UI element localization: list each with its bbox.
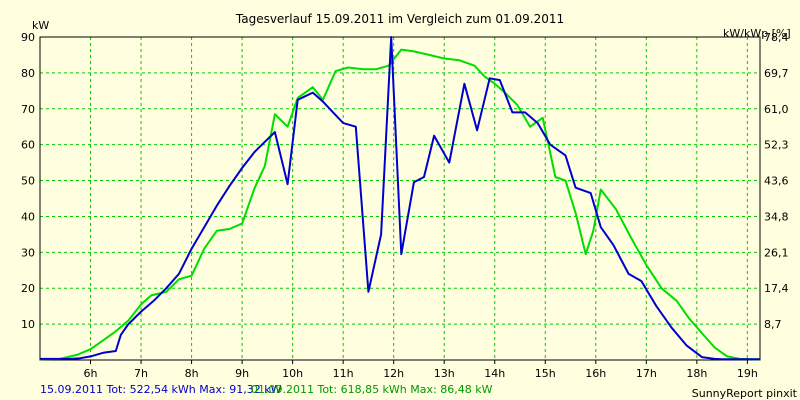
x-tick-label: 8h [185,367,199,380]
y-tick-label-right: 61,0 [764,103,789,116]
y-tick-label-right: 8,7 [764,318,782,331]
y-tick-label-left: 60 [21,139,35,152]
x-tick-label: 14h [484,367,505,380]
y-tick-label-left: 80 [21,67,35,80]
y-tick-label-left: 40 [21,210,35,223]
x-tick-label: 9h [235,367,249,380]
y-tick-label-right: 34,8 [764,210,789,223]
series-layer [39,36,760,361]
y-axis-left-label: kW [32,19,49,32]
x-tick-label: 7h [134,367,148,380]
y-tick-label-left: 70 [21,103,35,116]
y-tick-label-left: 50 [21,175,35,188]
series-line-1 [40,36,760,361]
y-tick-label-right: 17,4 [764,282,789,295]
plot-area [40,37,760,360]
x-tick-label: 11h [333,367,354,380]
x-tick-label: 15h [535,367,556,380]
series-line-2 [39,48,760,361]
y-tick-label-right: 43,6 [764,175,789,188]
y-tick-label-right: 26,1 [764,246,789,259]
y-axis-right-label: kW/kWp [%] [723,27,791,40]
y-tick-label-right: 78,4 [764,31,789,44]
y-tick-label-left: 90 [21,31,35,44]
y-tick-label-left: 30 [21,246,35,259]
footer-credit: SunnyReport pinxit [692,387,798,400]
legend-series-1: 15.09.2011 Tot: 522,54 kWh Max: 91,32 kW [40,383,282,396]
y-tick-label-right: 52,3 [764,139,789,152]
legend-series-2: 01.09.2011 Tot: 618,85 kWh Max: 86,48 kW [251,383,493,396]
x-tick-label: 12h [383,367,404,380]
x-tick-label: 6h [84,367,98,380]
x-tick-label: 18h [686,367,707,380]
x-tick-label: 19h [737,367,758,380]
x-tick-label: 16h [585,367,606,380]
x-tick-label: 13h [434,367,455,380]
grid [40,37,760,360]
x-tick-label: 10h [282,367,303,380]
y-tick-label-left: 10 [21,318,35,331]
x-tick-label: 17h [636,367,657,380]
plot-border [39,36,761,361]
y-tick-label-right: 69,7 [764,67,789,80]
tick-labels: 6h 7h 8h 9h 10h 11h 12h 13h 14h 15h 16h 17h 18h 19h 10… [21,31,789,380]
chart-title: Tagesverlauf 15.09.2011 im Vergleich zum… [235,12,564,26]
y-tick-label-left: 20 [21,282,35,295]
